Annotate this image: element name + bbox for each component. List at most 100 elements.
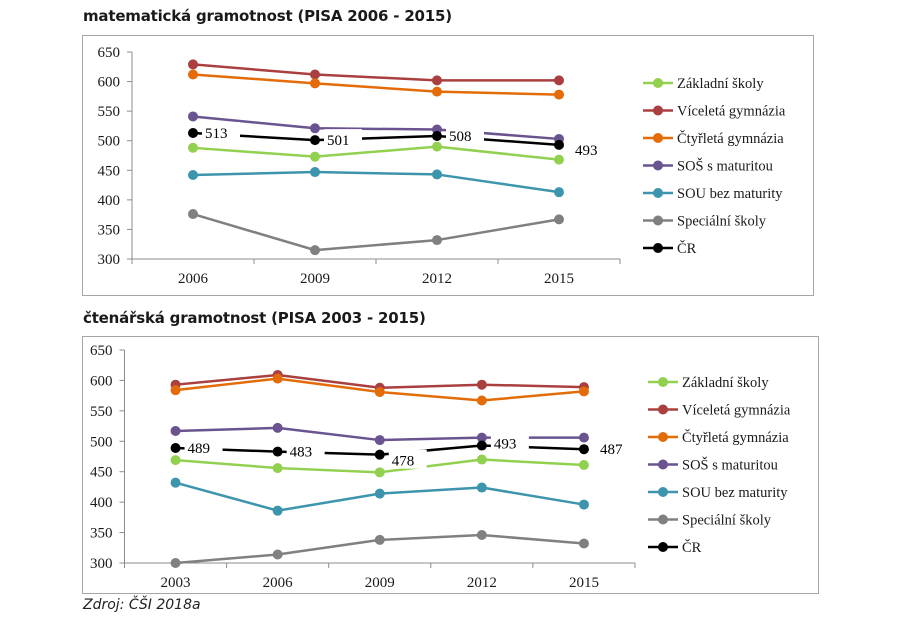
legend-label: SOU bez maturity	[682, 485, 788, 501]
legend-item-cr: ČR	[643, 240, 697, 257]
data-label-cr: 487	[600, 442, 623, 458]
data-label-background	[490, 432, 529, 452]
x-tick-label: 2012	[422, 271, 452, 287]
data-point-viceleta	[310, 69, 320, 80]
x-tick-label: 2009	[300, 271, 330, 287]
data-label-cr: 513	[205, 126, 228, 142]
legend-marker	[658, 514, 668, 525]
legend-label: ČR	[682, 539, 702, 556]
x-tick-label: 2015	[569, 575, 599, 591]
legend-label: SOŠ s maturitou	[677, 158, 773, 175]
y-tick-label: 400	[90, 495, 113, 511]
series-line-sou	[192, 170, 560, 194]
legend-marker	[653, 188, 663, 198]
series-line-zakladni	[192, 145, 560, 161]
data-point-zakladni	[170, 455, 181, 466]
data-point-zakladni	[272, 463, 283, 474]
data-label-cr: 493	[575, 143, 598, 159]
data-label-background	[572, 138, 610, 158]
legend-marker	[658, 377, 668, 387]
data-point-sos	[272, 422, 283, 433]
data-point-cr	[272, 446, 283, 457]
y-tick-label: 550	[90, 404, 113, 420]
legend-item-sou: SOU bez maturity	[648, 485, 788, 501]
series-line-cr	[192, 131, 560, 147]
legend-item-viceleta: Víceletá gymnázia	[643, 104, 786, 120]
data-label-cr: 501	[327, 133, 350, 149]
legend-item-ctyrleta: Čtyřletá gymnázia	[648, 429, 789, 446]
data-label-background	[388, 449, 427, 469]
legend-item-zakladni: Základní školy	[643, 76, 764, 92]
series-line-sos	[192, 115, 560, 141]
data-point-sou	[188, 170, 198, 181]
data-point-sos	[476, 432, 487, 443]
legend-label: Čtyřletá gymnázia	[682, 429, 789, 446]
x-tick-label: 2003	[161, 575, 191, 591]
data-label-background	[202, 122, 240, 142]
y-tick-label: 350	[98, 222, 121, 238]
data-point-specialni	[188, 209, 198, 220]
legend-item-sos: SOŠ s maturitou	[643, 158, 773, 175]
legend-marker	[653, 78, 663, 88]
data-label-cr: 483	[290, 445, 313, 461]
data-point-specialni	[272, 549, 283, 560]
x-tick-label: 2006	[178, 271, 209, 287]
legend-label: Speciální školy	[677, 214, 767, 230]
series-line-ctyrleta	[192, 73, 560, 96]
y-tick-label: 450	[98, 163, 121, 179]
legend-item-specialni: Speciální školy	[643, 214, 767, 230]
x-tick-label: 2006	[263, 575, 294, 591]
data-point-cr	[432, 130, 442, 141]
data-point-specialni	[374, 534, 385, 545]
data-label-cr: 508	[449, 129, 472, 145]
data-point-sou	[374, 488, 385, 499]
data-point-sos	[310, 123, 320, 134]
legend-marker	[653, 133, 663, 143]
data-label-background	[286, 440, 325, 460]
legend-item-ctyrleta: Čtyřletá gymnázia	[643, 130, 784, 147]
x-tick-label: 2009	[365, 575, 395, 591]
chart-frame-math	[82, 35, 814, 296]
data-point-specialni	[432, 235, 442, 246]
legend-label: Základní školy	[677, 76, 764, 92]
data-point-cr	[170, 442, 181, 453]
data-point-zakladni	[432, 141, 442, 152]
data-point-ctyrleta	[170, 385, 181, 396]
legend-label: Čtyřletá gymnázia	[677, 130, 784, 147]
data-point-cr	[554, 139, 564, 150]
data-point-sou	[272, 505, 283, 516]
source-note: Zdroj: ČŠI 2018a	[83, 597, 201, 613]
data-point-sos	[374, 435, 385, 446]
legend-label: SOŠ s maturitou	[682, 457, 778, 474]
legend-marker	[653, 215, 663, 226]
legend-label: Víceletá gymnázia	[682, 403, 791, 419]
legend-marker	[658, 404, 668, 415]
data-point-sou	[170, 477, 181, 488]
y-tick-label: 400	[98, 193, 121, 209]
x-tick-label: 2012	[467, 575, 497, 591]
legend-label: ČR	[677, 240, 697, 257]
data-label-cr: 493	[494, 437, 516, 453]
data-point-cr	[374, 449, 385, 460]
data-point-cr	[310, 135, 320, 146]
data-point-zakladni	[554, 154, 564, 165]
legend-label: Základní školy	[682, 375, 769, 391]
legend-label: Víceletá gymnázia	[677, 104, 786, 120]
data-point-ctyrleta	[476, 395, 487, 406]
y-tick-label: 600	[90, 373, 113, 389]
data-label-cr: 489	[188, 441, 211, 457]
data-point-sou	[310, 167, 320, 178]
data-point-ctyrleta	[374, 386, 385, 397]
data-point-specialni	[476, 530, 487, 541]
data-point-cr	[578, 444, 589, 455]
y-tick-label: 300	[90, 556, 113, 572]
data-point-sou	[554, 187, 564, 198]
legend-item-sos: SOŠ s maturitou	[648, 457, 778, 474]
x-tick-label: 2015	[544, 271, 574, 287]
legend-item-sou: SOU bez maturity	[643, 186, 783, 202]
chart-title-math: matematická gramotnost (PISA 2006 - 2015…	[83, 7, 452, 25]
data-point-sou	[476, 482, 487, 493]
legend-label: Speciální školy	[682, 513, 772, 529]
data-label-cr: 478	[392, 454, 415, 470]
chart-title-reading: čtenářská gramotnost (PISA 2003 - 2015)	[83, 309, 426, 327]
